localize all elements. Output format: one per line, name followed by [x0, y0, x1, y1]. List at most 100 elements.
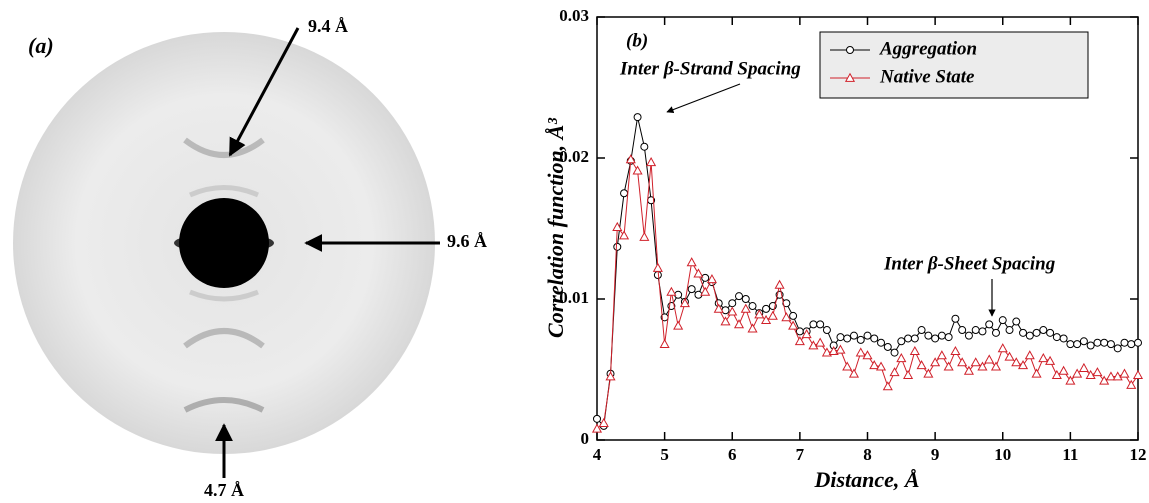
data-point — [930, 357, 941, 367]
annotation: 9.4 Å — [308, 16, 348, 36]
data-point — [970, 357, 981, 367]
data-point — [754, 309, 765, 319]
x-tick-label: 4 — [593, 445, 602, 464]
arc — [188, 185, 260, 198]
data-point — [951, 314, 960, 323]
data-point — [856, 335, 865, 344]
data-point — [1038, 352, 1049, 363]
data-point — [991, 328, 1000, 337]
data-point — [821, 347, 832, 357]
data-point — [822, 326, 831, 335]
data-point — [612, 221, 623, 231]
arc — [183, 137, 265, 158]
data-point — [1105, 371, 1116, 381]
data-point — [897, 337, 906, 346]
x-tick-label: 6 — [728, 445, 737, 464]
data-point — [1039, 326, 1048, 335]
data-point — [781, 312, 792, 322]
data-point — [917, 326, 926, 335]
data-point — [835, 344, 846, 354]
data-point — [990, 361, 1002, 371]
data-point — [869, 360, 880, 370]
data-point — [950, 345, 961, 356]
data-point — [1066, 340, 1075, 349]
arrow — [666, 83, 741, 114]
x-tick-label: 7 — [796, 445, 805, 464]
x-tick-label: 11 — [1062, 445, 1078, 464]
data-point — [875, 361, 887, 371]
data-point — [652, 262, 663, 272]
legend-label: Aggregation — [879, 38, 977, 59]
data-point — [593, 414, 601, 423]
data-point — [1065, 375, 1076, 385]
data-point — [943, 361, 954, 371]
data-point — [883, 342, 892, 351]
data-point — [659, 338, 670, 348]
data-point — [977, 361, 988, 371]
data-point — [1059, 334, 1068, 343]
data-point — [816, 320, 825, 329]
data-point — [1011, 357, 1022, 367]
data-point — [1132, 369, 1144, 379]
diffraction-pattern: (a) 9.4 Å 9.6 Å 4.7 Å — [13, 16, 487, 500]
data-point — [863, 331, 872, 340]
data-point — [815, 337, 826, 347]
data-point — [774, 279, 785, 289]
data-point — [1072, 368, 1083, 378]
data-point — [877, 338, 886, 347]
y-tick-label: 0 — [581, 429, 590, 448]
data-point — [916, 360, 927, 370]
data-point — [693, 268, 704, 278]
data-point — [1093, 338, 1102, 347]
x-tick-label: 10 — [994, 445, 1011, 464]
data-point — [1120, 338, 1129, 347]
data-point — [801, 329, 812, 339]
data-point — [735, 292, 744, 301]
data-point — [957, 357, 968, 367]
data-point — [1078, 362, 1089, 372]
data-point — [1024, 350, 1035, 360]
data-point — [1073, 340, 1082, 349]
panel-label: (a) — [28, 33, 54, 58]
data-point — [625, 154, 636, 164]
arc — [183, 328, 265, 349]
arrow — [228, 27, 300, 157]
x-tick-label: 9 — [931, 445, 940, 464]
data-point — [808, 340, 819, 350]
data-point — [978, 327, 987, 336]
beam-stop — [179, 198, 269, 288]
data-point — [1127, 340, 1136, 349]
data-point — [1031, 368, 1042, 378]
data-point — [1100, 338, 1109, 347]
data-point — [1019, 328, 1028, 337]
data-point — [862, 350, 873, 360]
data-point — [882, 381, 893, 391]
data-point — [733, 319, 745, 329]
data-point — [1085, 369, 1096, 379]
data-point — [687, 285, 696, 294]
data-point — [828, 345, 839, 356]
annotation: Inter β-Sheet Spacing — [883, 253, 1055, 274]
data-point — [741, 295, 750, 303]
data-point — [605, 371, 616, 381]
data-point — [923, 368, 934, 378]
data-point — [1032, 328, 1041, 337]
data-point — [1012, 317, 1021, 326]
data-point — [789, 311, 798, 320]
data-point — [700, 286, 711, 296]
data-point — [794, 336, 805, 346]
data-point — [1045, 355, 1056, 365]
legend-marker — [844, 72, 856, 82]
data-point — [748, 302, 757, 311]
arc — [189, 289, 259, 302]
x-tick-label: 5 — [660, 445, 669, 464]
chart: (b) Inter β-Strand Spacing Inter β-Sheet… — [543, 6, 1146, 492]
data-point — [848, 368, 860, 378]
y-tick-label: 0.03 — [559, 6, 589, 25]
data-point — [713, 303, 724, 313]
data-point — [836, 333, 845, 342]
series-line — [596, 116, 1139, 427]
x-tick-label: 12 — [1130, 445, 1147, 464]
data-point — [632, 165, 643, 175]
